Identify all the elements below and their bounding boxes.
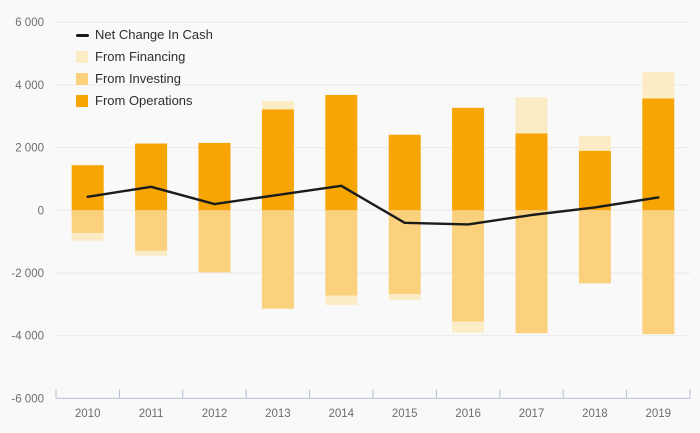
bar-segment-from-financing xyxy=(135,250,168,256)
bar-segment-from-operations xyxy=(135,143,168,211)
y-axis-label: -2 000 xyxy=(11,268,44,280)
bar-segment-from-financing xyxy=(261,100,294,110)
bar-segment-from-financing xyxy=(388,294,421,300)
bar-segment-from-operations xyxy=(198,142,231,211)
y-axis-label: 6 000 xyxy=(15,17,44,29)
bar-segment-from-investing xyxy=(71,210,104,234)
bar-segment-from-financing xyxy=(325,295,358,305)
y-axis-label: -4 000 xyxy=(11,331,44,343)
x-axis-label: 2012 xyxy=(202,408,228,420)
x-axis-label: 2018 xyxy=(582,408,608,420)
legend-item-net-change-in-cash[interactable]: Net Change In Cash xyxy=(76,24,213,46)
legend: Net Change In Cash From Financing From Inv… xyxy=(76,24,213,112)
bar-segment-from-financing xyxy=(452,321,485,333)
y-axis-label: 2 000 xyxy=(15,143,44,155)
bar-segment-from-financing xyxy=(515,97,548,134)
x-axis-label: 2010 xyxy=(75,408,101,420)
legend-item-from-investing[interactable]: From Investing xyxy=(76,68,213,90)
legend-item-from-operations[interactable]: From Operations xyxy=(76,90,213,112)
x-axis-label: 2015 xyxy=(392,408,418,420)
x-axis-label: 2016 xyxy=(455,408,481,420)
bar-segment-from-financing xyxy=(578,136,611,151)
bar-segment-from-investing xyxy=(515,210,548,334)
net-change-line xyxy=(86,184,660,226)
x-axis-label: 2011 xyxy=(139,408,164,420)
legend-item-from-financing[interactable]: From Financing xyxy=(76,46,213,68)
x-axis-label: 2013 xyxy=(265,408,291,420)
legend-label: Net Change In Cash xyxy=(95,27,213,42)
legend-label: From Financing xyxy=(95,49,186,64)
bar-segment-from-investing xyxy=(135,210,168,251)
bar-segment-from-operations xyxy=(578,150,611,211)
bar-segment-from-operations xyxy=(515,133,548,211)
bar-segment-from-investing xyxy=(452,210,485,322)
bar-segment-from-operations xyxy=(388,134,421,211)
x-axis-label: 2014 xyxy=(329,408,355,420)
y-axis-label: 0 xyxy=(38,205,44,217)
bar-segment-from-investing xyxy=(261,210,294,309)
legend-label: From Investing xyxy=(95,71,181,86)
bar-segment-from-operations xyxy=(642,98,675,211)
x-axis-label: 2019 xyxy=(646,408,672,420)
bar-segment-from-investing xyxy=(325,210,358,296)
bar-segment-from-operations xyxy=(71,165,104,211)
line-series-icon xyxy=(76,33,89,37)
legend-label: From Operations xyxy=(95,93,193,108)
x-axis-label: 2017 xyxy=(519,408,545,420)
y-axis-label: 4 000 xyxy=(15,80,44,92)
series-swatch-icon xyxy=(76,51,89,63)
bar-segment-from-investing xyxy=(642,210,675,335)
y-axis-label: -6 000 xyxy=(11,393,44,405)
bar-segment-from-investing xyxy=(578,210,611,284)
bar-segment-from-financing xyxy=(642,72,675,99)
bar-segment-from-financing xyxy=(71,233,104,241)
series-swatch-icon xyxy=(76,95,89,107)
series-swatch-icon xyxy=(76,73,89,85)
bar-segment-from-operations xyxy=(452,107,485,211)
bar-segment-from-investing xyxy=(198,210,231,273)
